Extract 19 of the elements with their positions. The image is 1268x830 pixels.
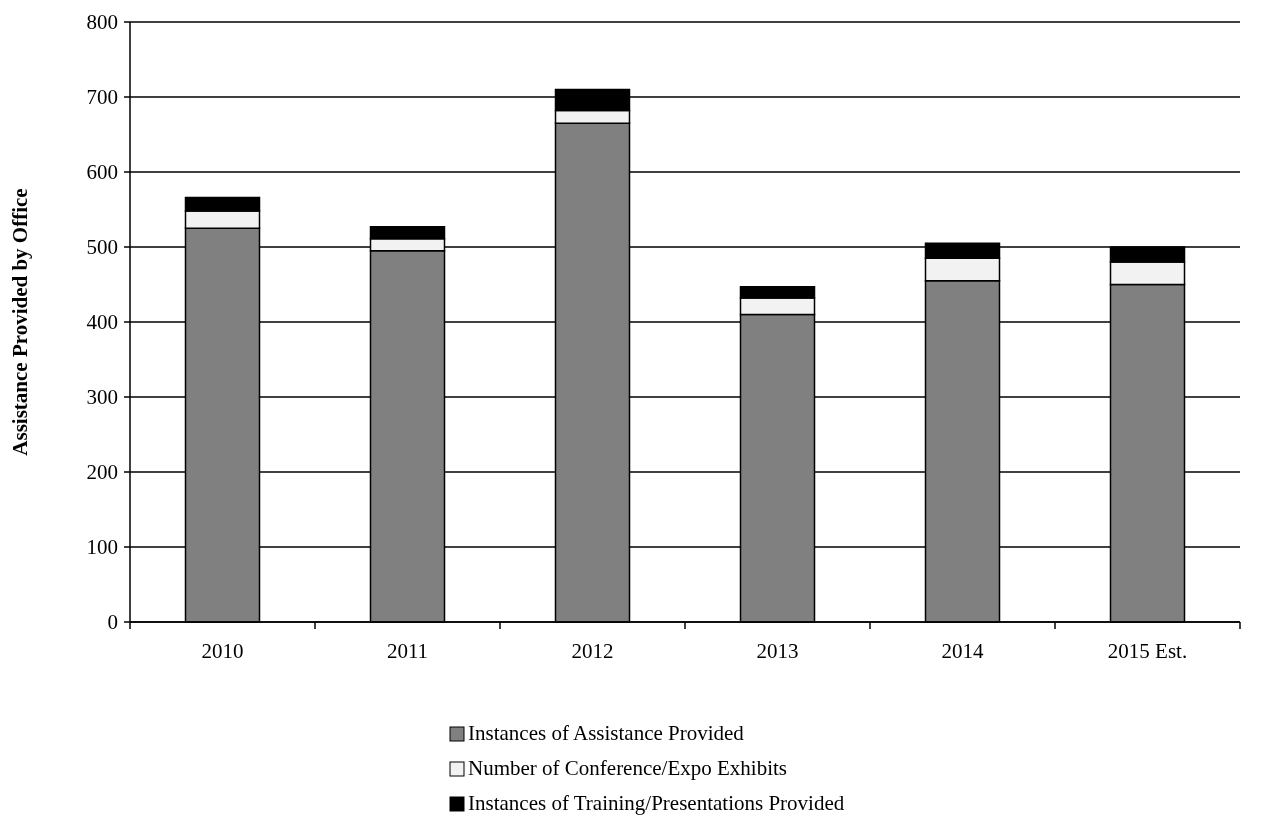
y-tick-label: 100 <box>86 535 118 560</box>
y-tick-label: 200 <box>86 460 118 485</box>
y-tick-label: 500 <box>86 235 118 260</box>
legend-label: Number of Conference/Expo Exhibits <box>468 756 787 780</box>
legend-label: Instances of Assistance Provided <box>468 721 745 745</box>
x-tick-label: 2013 <box>756 639 799 663</box>
y-tick-label: 300 <box>86 385 118 410</box>
x-tick-label: 2012 <box>571 639 614 663</box>
legend-label: Instances of Training/Presentations Provided <box>468 791 845 815</box>
y-tick-label: 700 <box>86 85 118 110</box>
y-tick-label: 400 <box>86 310 118 335</box>
x-tick-label: 2014 <box>941 639 984 663</box>
y-tick-label: 600 <box>86 160 118 185</box>
y-tick-label: 800 <box>86 10 118 35</box>
y-tick-label: 0 <box>107 610 118 635</box>
x-tick-label: 2011 <box>386 639 429 663</box>
x-tick-label: 2010 <box>201 639 244 663</box>
y-axis-title: Assistance Provided by Office <box>8 188 32 456</box>
x-tick-label: 2015 Est. <box>1107 639 1188 663</box>
